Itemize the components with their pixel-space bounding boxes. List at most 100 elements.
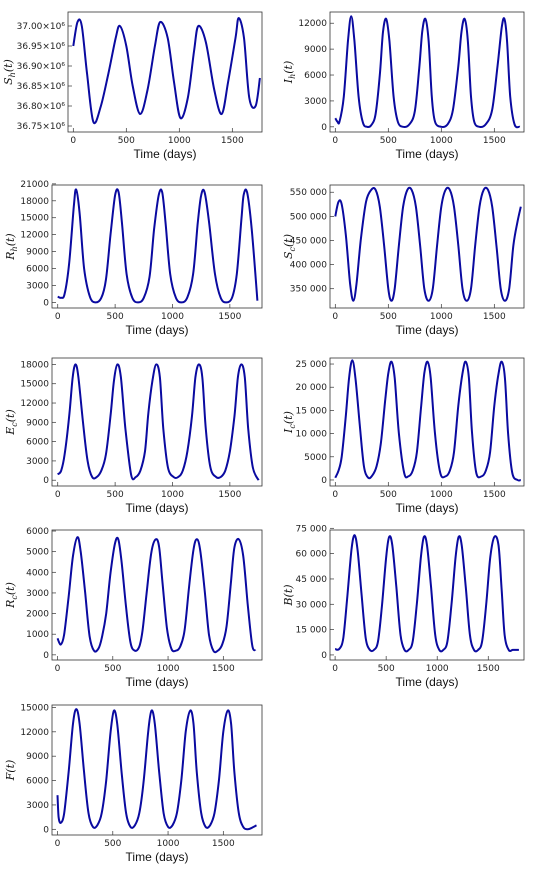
x-axis-label: Time (days) (396, 675, 459, 689)
x-tick-label: 0 (55, 664, 61, 674)
x-axis-label: Time (days) (396, 323, 459, 337)
y-tick-label: 15 000 (296, 406, 328, 416)
y-tick-label: 350 000 (290, 285, 327, 295)
chart-panel-1: 0 500 1000 1500 36.75×10⁶ 36.80×10⁶ 36.85×10⁶ 3… (2, 11, 263, 161)
x-tick-label: 1500 (221, 136, 244, 146)
x-tick-label: 500 (104, 839, 121, 849)
x-tick-label: 1500 (483, 136, 506, 146)
y-tick-label: 0 (321, 476, 327, 486)
y-tick-label: 36.85×10⁶ (17, 82, 66, 92)
y-tick-label: 36.75×10⁶ (17, 122, 66, 132)
series-line (334, 359, 522, 482)
y-tick-label: 36.80×10⁶ (17, 102, 66, 112)
y-axis-label: F(t) (4, 760, 17, 782)
x-tick-label: 0 (332, 490, 338, 500)
x-tick-label: 500 (104, 664, 121, 674)
y-tick-label: 3000 (26, 801, 49, 811)
y-tick-label: 3000 (26, 589, 49, 599)
x-tick-label: 1500 (218, 490, 241, 500)
y-tick-label: 5000 (26, 548, 49, 558)
y-tick-label: 9000 (26, 418, 49, 428)
y-tick-label: 400 000 (290, 261, 327, 271)
plot-frame (329, 357, 525, 487)
x-tick-label: 1000 (168, 136, 191, 146)
y-tick-label: 20 000 (296, 383, 328, 393)
y-tick-label: 30 000 (296, 600, 328, 610)
y-tick-label: 45 000 (296, 575, 328, 585)
plot-frame (67, 11, 263, 133)
x-tick-label: 500 (380, 312, 397, 322)
chart-panel-5: 0 500 1000 15000300060009000120001500018000… (4, 357, 263, 515)
x-tick-label: 1000 (430, 312, 453, 322)
x-tick-label: 1500 (218, 312, 241, 322)
y-axis-label: Rh(t) (4, 233, 19, 260)
y-tick-label: 15000 (20, 703, 49, 713)
y-tick-label: 6000 (26, 438, 49, 448)
series-line (334, 15, 521, 129)
x-tick-label: 0 (55, 312, 61, 322)
x-axis-label: Time (days) (126, 675, 189, 689)
y-axis-label: Ih(t) (282, 61, 297, 85)
chart-panel-9: 0 500 1000 150003000600090001200015000Time … (4, 703, 263, 864)
series-line (56, 363, 260, 481)
chart-panel-4: 0 500 1000 1500 350 000 400 000 450 000 500 000… (282, 184, 525, 337)
plot-frame (329, 11, 525, 133)
y-tick-label: 36.95×10⁶ (17, 42, 66, 52)
y-tick-label: 18000 (20, 197, 49, 207)
y-axis-label: Rc(t) (4, 582, 19, 609)
x-tick-label: 500 (380, 490, 397, 500)
series-line (57, 188, 259, 304)
y-tick-label: 5000 (304, 453, 327, 463)
y-tick-label: 3000 (26, 281, 49, 291)
chart-panel-3: 0 500 1000 15000300060009000120001500018000… (4, 180, 263, 337)
x-tick-label: 500 (378, 664, 395, 674)
chart-panel-7: 0 500 1000 1500 0 1000 2000 3000 4000 5000 6000 Tim… (4, 527, 263, 689)
x-tick-label: 1500 (212, 839, 235, 849)
y-tick-label: 12000 (20, 728, 49, 738)
y-tick-label: 0 (321, 651, 327, 661)
y-tick-label: 75 000 (296, 524, 328, 534)
y-tick-label: 18000 (20, 360, 49, 370)
series-line (334, 534, 519, 653)
y-tick-label: 10 000 (296, 430, 328, 440)
y-tick-label: 37.00×10⁶ (17, 22, 66, 32)
y-tick-label: 6000 (304, 71, 327, 81)
x-tick-label: 0 (55, 490, 61, 500)
y-tick-label: 9000 (26, 752, 49, 762)
plot-frame (51, 529, 263, 661)
x-tick-label: 1000 (430, 136, 453, 146)
y-tick-label: 0 (43, 651, 49, 661)
y-tick-label: 36.90×10⁶ (17, 62, 66, 72)
series-line (56, 708, 257, 831)
y-tick-label: 12000 (298, 19, 327, 29)
x-tick-label: 500 (107, 312, 124, 322)
plot-frame (329, 529, 525, 661)
x-axis-label: Time (days) (126, 501, 189, 515)
y-tick-label: 15000 (20, 214, 49, 224)
series-line (72, 17, 261, 125)
x-axis-label: Time (days) (126, 850, 189, 864)
x-tick-label: 1500 (477, 664, 500, 674)
x-tick-label: 500 (107, 490, 124, 500)
y-tick-label: 9000 (26, 248, 49, 258)
x-tick-label: 1000 (157, 664, 180, 674)
x-tick-label: 500 (118, 136, 135, 146)
x-axis-label: Time (days) (396, 501, 459, 515)
y-tick-label: 3000 (304, 97, 327, 107)
x-tick-label: 0 (332, 312, 338, 322)
x-tick-label: 0 (332, 136, 338, 146)
x-tick-label: 1500 (483, 312, 506, 322)
y-tick-label: 1000 (26, 630, 49, 640)
y-tick-label: 15000 (20, 380, 49, 390)
chart-panel-2: 0 500 1000 1500 0 3000 6000 9000 12000 Time (days… (282, 11, 525, 161)
x-axis-label: Time (days) (134, 147, 197, 161)
y-tick-label: 12000 (20, 231, 49, 241)
y-axis-label: Sh(t) (2, 59, 17, 85)
y-tick-label: 6000 (26, 777, 49, 787)
y-tick-label: 25 000 (296, 360, 328, 370)
x-tick-label: 1000 (161, 490, 184, 500)
y-tick-label: 500 000 (290, 212, 327, 222)
y-tick-label: 4000 (26, 568, 49, 578)
plot-frame (51, 184, 263, 309)
x-axis-label: Time (days) (126, 323, 189, 337)
